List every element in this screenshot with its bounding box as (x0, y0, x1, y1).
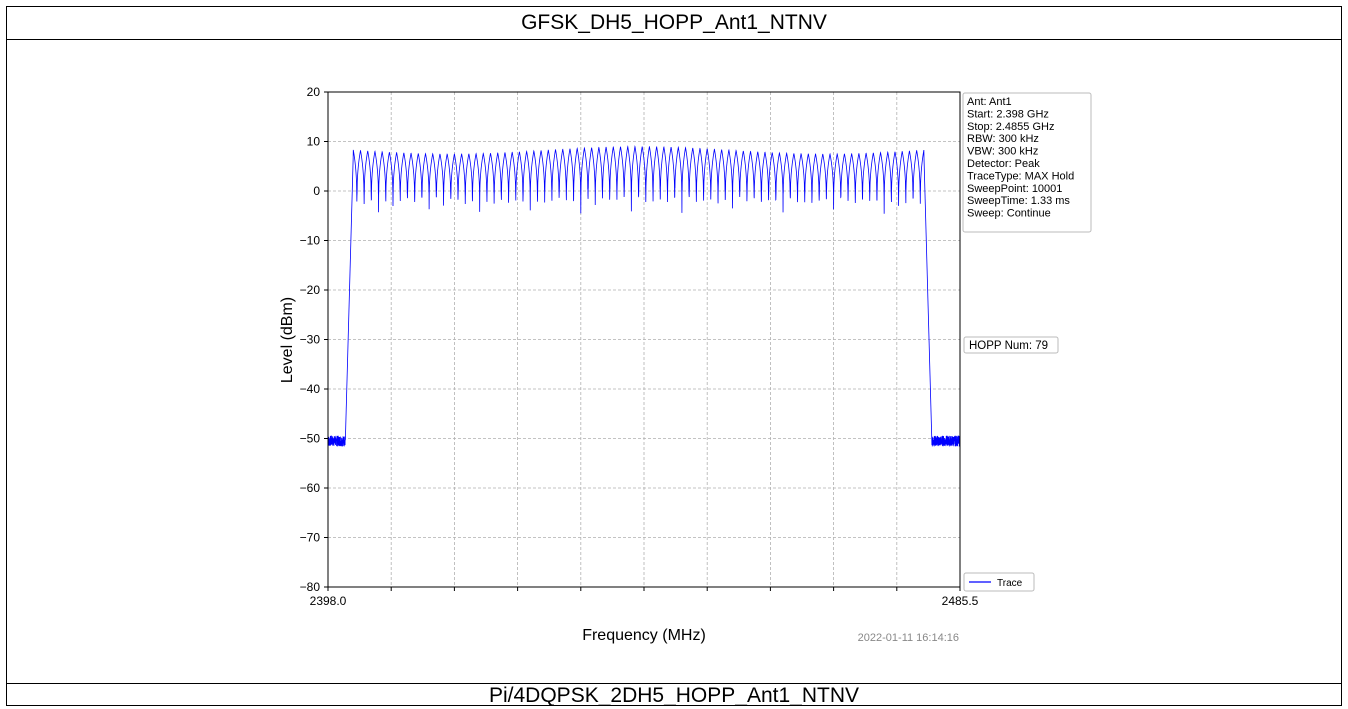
y-tick-label: −80 (300, 580, 321, 594)
y-tick-label: −70 (300, 531, 321, 545)
report-frame: GFSK_DH5_HOPP_Ant1_NTNV 20 10 0 −10 −20 −30 −4… (6, 6, 1342, 708)
info-line: RBW: 300 kHz (967, 133, 1039, 145)
info-line: Stop: 2.4855 GHz (967, 121, 1054, 133)
y-tick-label: 0 (313, 184, 320, 198)
x-axis-label: Frequency (MHz) (582, 627, 706, 644)
trace-line (327, 145, 961, 447)
y-tick-label: 20 (307, 85, 321, 99)
legend-box (963, 572, 1035, 592)
section-title-bottom: Pi/4DQPSK_2DH5_HOPP_Ant1_NTNV (7, 683, 1341, 708)
info-line: Start: 2.398 GHz (967, 108, 1049, 120)
y-tick-label: −10 (300, 234, 321, 248)
info-line: Ant: Ant1 (967, 96, 1012, 108)
info-line: Sweep: Continue (967, 208, 1051, 220)
hopp-box (963, 336, 1059, 354)
y-tick-label: 10 (307, 135, 321, 149)
y-axis-ticks: 20 10 0 −10 −20 −30 −40 −50 −60 −70 −80 (300, 85, 328, 594)
x-tick-label-end: 2485.5 (942, 594, 979, 608)
spectrum-chart: 20 10 0 −10 −20 −30 −40 −50 −60 −70 −80 2398.0 2485… (279, 85, 1092, 644)
info-line: SweepTime: 1.33 ms (967, 195, 1070, 207)
info-line: SweepPoint: 10001 (967, 183, 1062, 195)
y-tick-label: −60 (300, 481, 321, 495)
y-tick-label: −40 (300, 382, 321, 396)
hopp-label: HOPP Num: 79 (969, 340, 1048, 352)
info-box (962, 92, 1092, 233)
y-tick-label: −50 (300, 432, 321, 446)
legend-entry-trace: Trace (997, 578, 1023, 589)
grid-lines (328, 92, 960, 587)
x-tick-label-start: 2398.0 (310, 594, 347, 608)
x-axis-ticks: 2398.0 2485.5 (310, 587, 979, 608)
info-line: VBW: 300 kHz (967, 146, 1038, 158)
y-axis-label: Level (dBm) (279, 297, 296, 383)
timestamp: 2022-01-11 16:14:16 (858, 632, 959, 644)
plot-area-border (327, 91, 961, 588)
info-line: TraceType: MAX Hold (967, 170, 1074, 182)
info-line: Detector: Peak (967, 158, 1040, 170)
y-tick-label: −20 (300, 283, 321, 297)
y-tick-label: −30 (300, 333, 321, 347)
section-title-top: GFSK_DH5_HOPP_Ant1_NTNV (7, 7, 1341, 40)
